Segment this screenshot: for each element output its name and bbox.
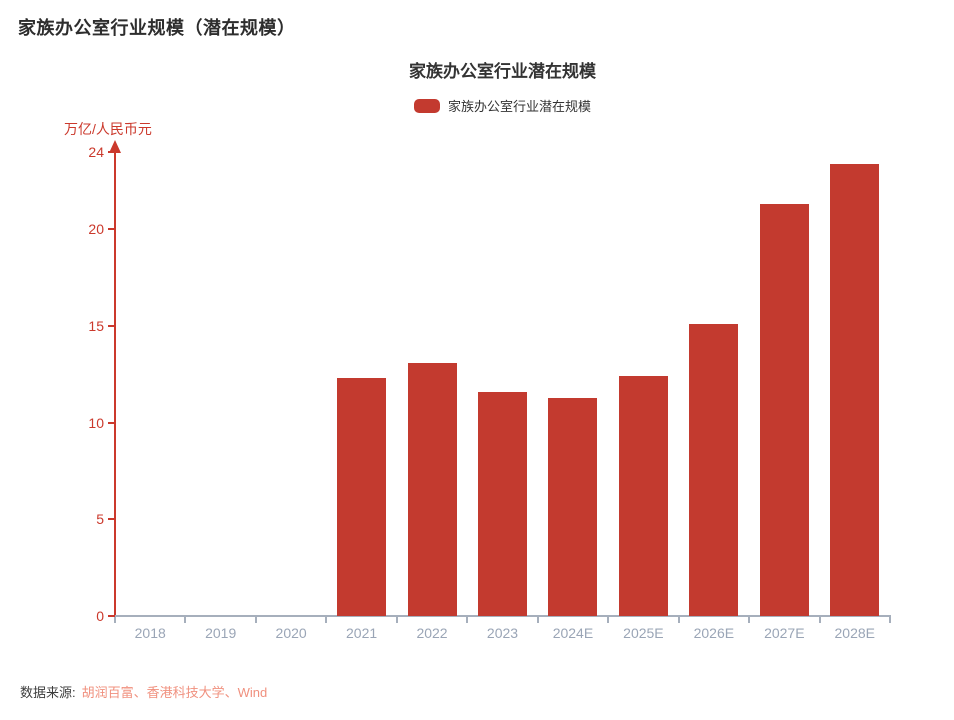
bar-2021 (337, 378, 387, 616)
y-tick-label: 24 (88, 144, 104, 160)
x-tick-mark (607, 617, 610, 623)
x-axis-label: 2023 (486, 625, 519, 641)
y-tick-label: 15 (88, 318, 104, 334)
x-axis-label: 2026E (693, 625, 735, 641)
data-source-label: 数据来源: (20, 685, 76, 700)
legend-label: 家族办公室行业潜在规模 (447, 99, 591, 114)
data-source-list: 胡润百富、香港科技大学、Wind (81, 685, 268, 700)
x-axis (115, 615, 891, 617)
chart-title: 家族办公室行业潜在规模 (409, 62, 596, 81)
y-tick-label: 5 (96, 511, 104, 528)
y-tick-mark (108, 228, 115, 231)
x-axis-label: 2027E (764, 625, 805, 641)
x-tick-mark (818, 617, 821, 623)
y-tick-label: 10 (88, 414, 104, 431)
y-tick-label: 0 (96, 608, 104, 624)
y-tick-mark (108, 421, 115, 424)
legend-swatch-icon (413, 98, 440, 113)
x-axis-label: 2021 (346, 625, 378, 641)
x-axis-label: 2018 (134, 625, 166, 641)
x-tick-mark (677, 617, 680, 623)
y-tick-mark (108, 615, 115, 617)
bar-2024E (548, 397, 598, 616)
x-tick-mark (889, 617, 891, 623)
x-axis-label: 2024E (552, 625, 594, 641)
x-tick-mark (254, 617, 257, 623)
x-tick-mark (536, 617, 539, 623)
y-axis-arrow-icon (109, 140, 121, 153)
x-tick-mark (748, 617, 751, 623)
bar-2026E (689, 324, 739, 616)
y-axis (114, 150, 116, 616)
data-source-note: 数据来源: 胡润百富、香港科技大学、Wind (20, 682, 267, 701)
x-tick-mark (466, 617, 469, 623)
x-tick-mark (114, 617, 116, 623)
bar-2027E (759, 204, 809, 616)
bar-2022 (407, 362, 457, 616)
x-axis-label: 2028E (834, 625, 875, 641)
x-tick-mark (184, 617, 187, 623)
x-axis-label: 2019 (205, 625, 237, 641)
page-title: 家族办公室行业规模（潜在规模） (18, 18, 296, 38)
bar-2025E (618, 376, 668, 616)
x-axis-label: 2025E (623, 625, 664, 641)
y-axis-unit-label: 万亿/人民币元 (64, 121, 152, 137)
bar-2023 (478, 391, 527, 616)
y-tick-label: 20 (88, 221, 104, 238)
y-tick-mark (108, 325, 115, 327)
x-axis-label: 2020 (275, 625, 307, 641)
y-tick-mark (108, 518, 115, 521)
x-tick-mark (325, 617, 328, 623)
legend-item[interactable]: 家族办公室行业潜在规模 (115, 96, 890, 115)
bar-2028E (830, 163, 880, 616)
x-tick-mark (395, 617, 398, 623)
x-axis-label: 2022 (416, 625, 448, 641)
y-tick-mark (108, 151, 115, 153)
